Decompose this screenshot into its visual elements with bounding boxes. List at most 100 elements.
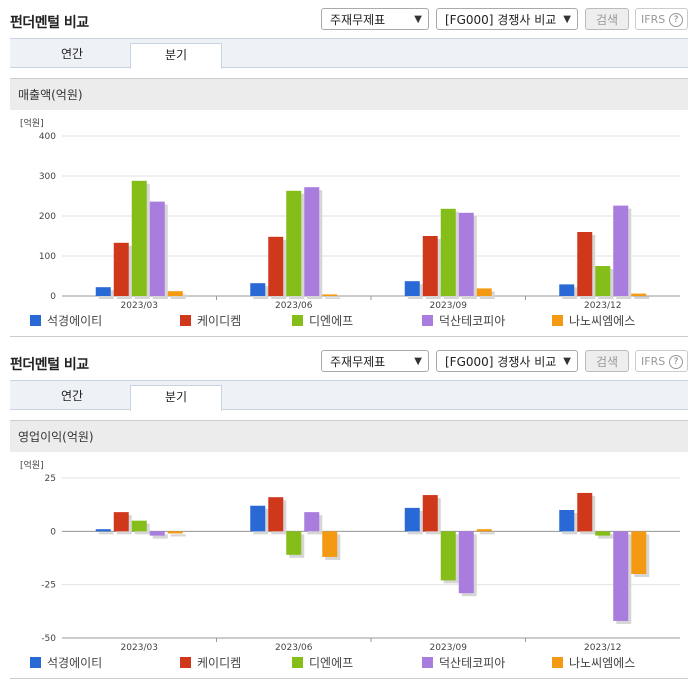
bar [422,236,438,296]
period-tabs: 연간 분기 [10,38,688,69]
legend-label: 케이디켐 [197,656,242,670]
legend-label: 디엔에프 [309,656,354,670]
help-icon[interactable]: ? [669,13,683,27]
bar [95,529,111,532]
bar [268,236,284,296]
statement-select-value: 주재무제표 [330,355,386,369]
bar-shadow [634,296,650,299]
chart-title: 매출액(억원) [10,78,688,110]
legend-swatch [30,315,41,326]
bar [113,512,129,532]
bar [458,531,474,594]
divider [10,678,688,679]
help-icon[interactable]: ? [669,355,683,369]
bar [268,497,284,532]
legend-swatch [552,315,563,326]
bar [404,281,420,296]
legend-item[interactable]: 디엔에프 [292,654,353,671]
bar [440,531,456,581]
legend-item[interactable]: 석경에이티 [30,654,102,671]
bar [149,201,165,296]
revenue-section: 펀더멘털 비교 주재무제표 ▼ [FG000] 경쟁사 비교 ▼ 검색 IFRS? … [10,8,688,337]
legend-label: 석경에이티 [47,656,103,670]
y-tick-label: 0 [50,292,56,302]
tab-quarterly[interactable]: 분기 [130,43,222,69]
ifrs-label: IFRS [641,13,666,26]
x-tick-label: 2023/06 [275,643,313,652]
bar [113,242,129,296]
legend-item[interactable]: 석경에이티 [30,312,102,329]
ifrs-toggle[interactable]: IFRS? [635,350,688,372]
bar [322,531,338,557]
x-tick-label: 2023/06 [275,301,313,310]
legend-item[interactable]: 덕산테코피아 [422,654,505,671]
compare-select[interactable]: [FG000] 경쟁사 비교 ▼ [436,8,578,30]
legend-item[interactable]: 나노씨엠에스 [552,654,635,671]
bar-shadow [170,534,186,537]
search-button[interactable]: 검색 [585,350,629,372]
section-header: 펀더멘털 비교 주재무제표 ▼ [FG000] 경쟁사 비교 ▼ 검색 IFRS? [0,342,696,380]
bar [613,531,629,621]
x-tick-label: 2023/03 [121,643,158,652]
revenue-chart: [억원] 0 100 200 300 400 2023/03 2023/06 2023/09 20… [20,117,680,310]
legend-label: 덕산테코피아 [439,656,506,670]
ifrs-label: IFRS [641,355,666,368]
bar [577,492,593,532]
ifrs-toggle[interactable]: IFRS? [635,8,688,30]
statement-select[interactable]: 주재무제표 ▼ [321,8,429,30]
compare-select[interactable]: [FG000] 경쟁사 비교 ▼ [436,350,578,372]
x-tick-label: 2023/03 [121,301,158,310]
bar [286,531,302,555]
chart-title: 영업이익(억원) [10,420,688,452]
y-tick-label: 300 [39,172,56,182]
bar [167,531,183,534]
bar [476,288,492,296]
legend-swatch [422,657,433,668]
y-tick-label: -50 [41,634,56,644]
bar [131,180,147,296]
statement-select[interactable]: 주재무제표 ▼ [321,350,429,372]
bar [476,529,492,532]
tab-annual[interactable]: 연간 [60,389,84,403]
legend-item[interactable]: 덕산테코피아 [422,312,505,329]
legend-label: 나노씨엠에스 [569,314,636,328]
legend-swatch [292,315,303,326]
bar-shadow [170,294,186,299]
bar [631,531,647,574]
bar [131,520,147,532]
legend-item[interactable]: 나노씨엠에스 [552,312,635,329]
y-tick-label: 100 [39,252,56,262]
bar [559,510,575,532]
y-tick-label: 400 [39,132,56,142]
chart-legend: 석경에이티 케이디켐 디엔에프 덕산테코피아 나노씨엠에스 [30,654,680,670]
tab-quarterly[interactable]: 분기 [130,385,222,411]
bar [304,512,320,532]
chevron-down-icon: ▼ [414,14,422,25]
legend-item[interactable]: 디엔에프 [292,312,353,329]
chevron-down-icon: ▼ [414,356,422,367]
legend-item[interactable]: 케이디켐 [180,654,241,671]
legend-label: 디엔에프 [309,314,354,328]
legend-swatch [180,657,191,668]
period-tabs: 연간 분기 [10,380,688,411]
legend-swatch [180,315,191,326]
chevron-down-icon: ▼ [563,14,571,25]
bar [149,531,165,536]
search-button[interactable]: 검색 [585,8,629,30]
operating-profit-chart: [억원] -50 -25 0 25 2023/03 2023/06 2023/09 2023/1… [20,459,680,652]
compare-select-value: [FG000] 경쟁사 비교 [445,13,557,27]
bar [595,266,611,296]
bar [577,232,593,296]
bar [167,291,183,296]
legend-label: 덕산테코피아 [439,314,506,328]
chart-legend: 석경에이티 케이디켐 디엔에프 덕산테코피아 나노씨엠에스 [30,312,680,328]
legend-label: 석경에이티 [47,314,103,328]
legend-swatch [552,657,563,668]
bar-shadow [598,534,614,539]
tab-annual[interactable]: 연간 [60,47,84,61]
bar [613,205,629,296]
legend-item[interactable]: 케이디켐 [180,312,241,329]
bar [404,507,420,532]
page-title: 펀더멘털 비교 [10,357,89,373]
operating-profit-section: 펀더멘털 비교 주재무제표 ▼ [FG000] 경쟁사 비교 ▼ 검색 IFRS? … [0,342,696,684]
